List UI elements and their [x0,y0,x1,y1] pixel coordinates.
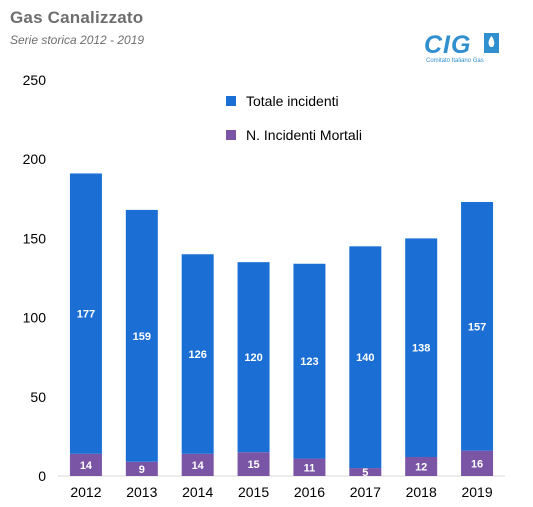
x-tick-label-2015: 2015 [238,484,269,500]
data-label-fatal-2019: 16 [471,458,483,470]
data-label-total-2018: 138 [412,343,430,355]
legend-swatch-total [226,96,236,106]
x-tick-label-2012: 2012 [70,484,101,500]
bar-total-2012 [69,173,102,454]
x-tick-label-2018: 2018 [406,484,437,500]
y-tick-label: 100 [23,310,47,326]
bar-total-2014 [181,254,214,454]
logo-flame-icon [488,36,495,48]
data-label-fatal-2018: 12 [415,461,427,473]
bar-total-2013 [125,209,158,462]
bar-fatal-2012 [69,453,102,476]
y-tick-label: 150 [23,230,47,246]
bar-fatal-2013 [125,461,158,476]
legend: Totale incidenti N. Incidenti Mortali [226,93,362,143]
bars: 177 14 159 9 126 14 120 15 123 11 140 5 138 12 157 16 [69,173,494,479]
bar-fatal-2015 [237,452,270,476]
data-label-fatal-2017: 5 [362,467,368,479]
bar-total-2018 [405,238,438,457]
x-tick-label-2013: 2013 [126,484,157,500]
data-label-total-2019: 157 [468,321,486,333]
x-axis: 2012 2013 2014 2015 2016 2017 2018 2019 [70,484,492,500]
data-label-total-2017: 140 [356,352,374,364]
data-label-total-2015: 120 [244,352,262,364]
y-tick-label: 50 [30,389,46,405]
chart-subtitle: Serie storica 2012 - 2019 [10,33,145,47]
legend-swatch-fatal [226,130,236,140]
bar-total-2019 [461,201,494,451]
data-label-total-2016: 123 [300,356,318,368]
legend-label-fatal: N. Incidenti Mortali [246,127,362,143]
bar-fatal-2018 [405,456,438,476]
bar-fatal-2016 [293,458,326,476]
bar-total-2016 [293,263,326,459]
bar-fatal-2014 [181,453,214,476]
data-label-total-2012: 177 [77,309,95,321]
x-tick-label-2014: 2014 [182,484,213,500]
y-tick-label: 200 [23,151,47,167]
data-label-total-2013: 159 [133,331,151,343]
y-tick-label: 0 [38,468,46,484]
x-tick-label-2019: 2019 [461,484,492,500]
data-label-fatal-2013: 9 [139,464,145,476]
x-tick-label-2017: 2017 [350,484,381,500]
legend-label-total: Totale incidenti [246,93,339,109]
logo-tagline: Comitato Italiano Gas [426,58,484,64]
logo-wordmark: CIG [424,31,471,59]
bar-total-2015 [237,262,270,453]
bar-total-2017 [349,246,382,469]
data-label-fatal-2015: 15 [247,459,259,471]
y-axis: 0 50 100 150 200 250 [23,72,47,484]
y-tick-label: 250 [23,72,47,88]
data-label-fatal-2014: 14 [192,460,205,472]
cig-logo: CIG Comitato Italiano Gas [424,31,499,64]
data-label-total-2014: 126 [189,349,207,361]
chart-title: Gas Canalizzato [10,8,144,27]
data-label-fatal-2012: 14 [80,460,93,472]
bar-fatal-2019 [461,450,494,476]
bar-fatal-2017 [349,468,382,476]
data-label-fatal-2016: 11 [304,462,316,474]
x-tick-label-2016: 2016 [294,484,325,500]
